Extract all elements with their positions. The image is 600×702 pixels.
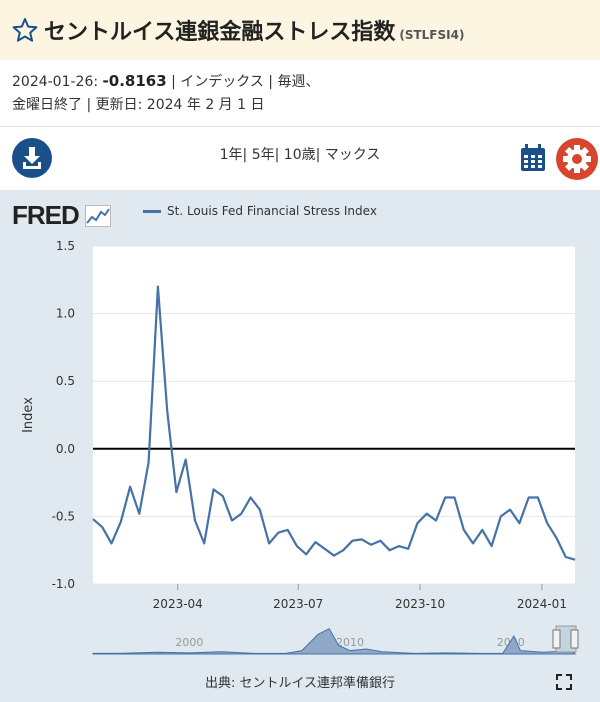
range-5y[interactable]: 5年: [251, 147, 275, 163]
x-tick-label: 2023-04: [153, 597, 203, 611]
chart-legend: St. Louis Fed Financial Stress Index: [143, 204, 377, 218]
y-tick-label: 1.5: [56, 239, 75, 253]
y-tick-label: 0.0: [56, 442, 75, 456]
fred-logo-text: FRED: [12, 200, 80, 230]
series-title: セントルイス連銀金融ストレス指数: [44, 20, 396, 45]
fred-chart-icon: [85, 205, 112, 227]
legend-label: St. Louis Fed Financial Stress Index: [167, 204, 377, 218]
legend-swatch: [143, 210, 161, 213]
y-tick-label: -0.5: [52, 509, 75, 523]
meta-line-2: 金曜日終了 | 更新日: 2024 年 2 月 1 日: [12, 97, 265, 113]
download-icon[interactable]: [12, 138, 52, 178]
navigator-label: 2010: [336, 636, 364, 649]
y-tick-label: 0.5: [56, 374, 75, 388]
y-tick-label: 1.0: [56, 307, 75, 321]
line-chart: 1.5 1.0 0.5 0.0 -0.5 -1.0 2023-04 2023-07 2023-…: [21, 239, 579, 655]
page-title: セントルイス連銀金融ストレス指数 (STLFSI4): [44, 14, 464, 46]
x-tick-label: 2023-10: [395, 597, 445, 611]
gear-icon[interactable]: [556, 138, 598, 180]
x-tick-label: 2023-07: [273, 597, 323, 611]
series-code: (STLFSI4): [399, 28, 465, 42]
y-tick-label: -1.0: [52, 577, 75, 591]
y-axis-label: Index: [21, 397, 36, 433]
x-tick-label: 2024-01: [517, 597, 567, 611]
series-line: [92, 285, 576, 561]
observation-date: 2024-01-26:: [12, 74, 99, 90]
navigator-handle-right[interactable]: [570, 629, 579, 649]
navigator-label: 2000: [175, 636, 203, 649]
range-10y[interactable]: 10歳: [283, 147, 316, 163]
range-selector: 1年| 5年| 10歳| マックス: [219, 147, 381, 163]
series-header: セントルイス連銀金融ストレス指数 (STLFSI4): [0, 0, 600, 60]
range-1y[interactable]: 1年: [219, 147, 243, 163]
range-max[interactable]: マックス: [324, 147, 381, 163]
units-frequency: | インデックス | 毎週、: [171, 74, 320, 90]
fred-logo: FRED: [12, 200, 112, 231]
plot-area: [93, 246, 575, 584]
divider: [0, 126, 600, 127]
observation-value: -0.8163: [102, 72, 167, 90]
navigator-handle-left[interactable]: [552, 629, 561, 649]
meta-line-1: 2024-01-26: -0.8163 | インデックス | 毎週、: [12, 70, 319, 94]
expand-icon[interactable]: [556, 674, 572, 690]
star-icon[interactable]: [12, 17, 38, 43]
calendar-icon[interactable]: [520, 144, 546, 172]
series-meta: 2024-01-26: -0.8163 | インデックス | 毎週、 金曜日終了…: [12, 70, 319, 117]
source-note: 出典: セントルイス連邦準備銀行: [204, 676, 396, 691]
